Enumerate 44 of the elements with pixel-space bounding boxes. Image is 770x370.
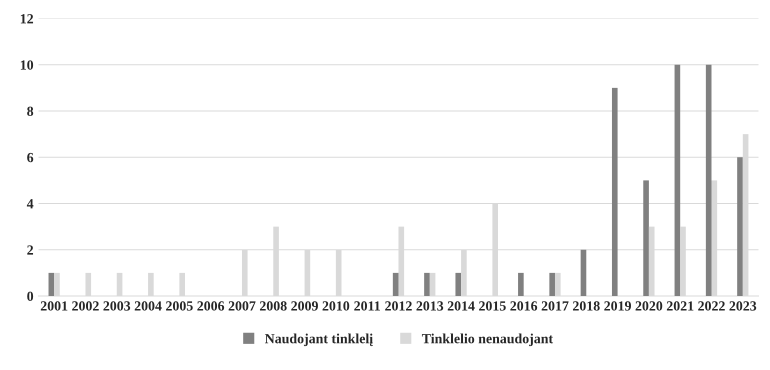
- x-tick-label: 2003: [103, 301, 130, 311]
- x-tick-label: 2001: [40, 301, 68, 311]
- bar: [737, 157, 743, 296]
- x-tick-label: 2017: [542, 301, 569, 311]
- bar: [674, 64, 680, 296]
- x-tick-label: 2008: [260, 301, 287, 311]
- x-tick-label: 2018: [572, 301, 600, 311]
- y-tick-label: 6: [27, 152, 34, 162]
- x-tick-label: 2014: [448, 301, 475, 311]
- x-tick-label: 2023: [729, 301, 756, 311]
- x-tick-label: 2006: [197, 301, 224, 311]
- x-tick-label: 2005: [166, 301, 193, 311]
- bar: [706, 64, 712, 296]
- legend-label: Naudojant tinklelį: [264, 334, 373, 346]
- y-tick-label: 8: [27, 106, 34, 116]
- x-tick-label: 2019: [604, 301, 631, 311]
- x-tick-label: 2020: [636, 301, 662, 311]
- legend-label: Tinklelio nenaudojant: [422, 334, 554, 346]
- y-tick-label: 0: [27, 292, 34, 301]
- x-tick-label: 2004: [134, 301, 162, 311]
- x-tick-label: 2016: [510, 301, 538, 311]
- x-tick-label: 2022: [698, 301, 725, 311]
- bar: [549, 272, 555, 296]
- bar: [518, 272, 524, 296]
- y-tick-label: 2: [27, 245, 34, 255]
- x-tick-label: 2012: [385, 301, 412, 311]
- y-tick-label: 10: [20, 60, 34, 70]
- x-tick-label: 2009: [291, 301, 318, 311]
- x-tick-label: 2021: [666, 301, 694, 311]
- x-tick-label: 2013: [416, 301, 444, 311]
- x-tick-label: 2007: [228, 301, 256, 311]
- x-tick-label: 2011: [354, 301, 380, 311]
- bar: [612, 88, 618, 296]
- x-tick-label: 2002: [72, 301, 99, 311]
- y-tick-label: 4: [26, 199, 34, 208]
- bar: [424, 272, 430, 296]
- bar: [455, 272, 462, 296]
- y-tick-label: 12: [20, 14, 34, 24]
- x-tick-label: 2010: [322, 301, 350, 311]
- x-tick-label: 2015: [479, 301, 506, 311]
- bar: [580, 250, 586, 296]
- bar: [48, 272, 54, 296]
- bar: [643, 180, 649, 296]
- bar: [392, 272, 398, 296]
